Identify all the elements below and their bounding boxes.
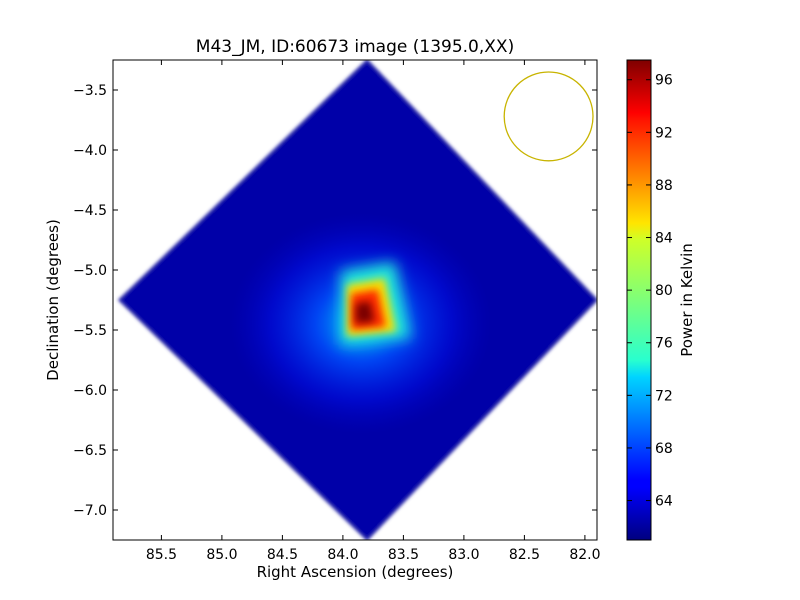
colorbar-tick-label: 96 [655, 73, 673, 89]
y-tick-label: −4.0 [73, 143, 107, 159]
colorbar [626, 59, 652, 541]
plot-area [118, 60, 597, 540]
colorbar-tick-label: 64 [655, 494, 673, 510]
beam-circle [503, 71, 594, 162]
colorbar-tick-label: 76 [655, 336, 673, 352]
emission-peak [355, 301, 375, 324]
y-tick-label: −5.5 [73, 323, 107, 339]
y-tick-label: −6.0 [73, 383, 107, 399]
colorbar-tick-label: 88 [655, 178, 673, 194]
y-tick-label: −6.5 [73, 443, 107, 459]
x-tick-label: 82.5 [509, 547, 540, 563]
x-tick-label: 84.0 [327, 547, 358, 563]
plot-frame [112, 59, 598, 541]
x-tick-label: 84.5 [267, 547, 298, 563]
colorbar-tick-label: 72 [655, 388, 673, 404]
chart-title: M43_JM, ID:60673 image (1395.0,XX) [196, 37, 514, 57]
colorbar-tick-label: 80 [655, 283, 673, 299]
y-axis-label: Declination (degrees) [44, 219, 62, 381]
colorbar-tick-label: 92 [655, 125, 673, 141]
y-tick-label: −3.5 [73, 83, 107, 99]
colorbar-axis: 64 68 72 76 80 84 88 92 96 [627, 73, 673, 510]
colorbar-label: Power in Kelvin [678, 243, 696, 357]
x-tick-label: 85.0 [206, 547, 237, 563]
x-tick-label: 83.5 [388, 547, 419, 563]
x-axis: 85.5 85.0 84.5 84.0 83.5 83.0 82.5 82.0 [146, 60, 600, 563]
y-tick-label: −5.0 [73, 263, 107, 279]
y-tick-label: −4.5 [73, 203, 107, 219]
y-axis: −3.5 −4.0 −4.5 −5.0 −5.5 −6.0 −6.5 −7.0 [73, 83, 597, 519]
x-tick-label: 83.0 [448, 547, 479, 563]
x-tick-label: 82.0 [569, 547, 600, 563]
x-axis-label: Right Ascension (degrees) [257, 563, 454, 581]
y-tick-label: −7.0 [73, 503, 107, 519]
x-tick-label: 85.5 [146, 547, 177, 563]
colorbar-tick-label: 84 [655, 231, 673, 247]
colorbar-tick-label: 68 [655, 441, 673, 457]
